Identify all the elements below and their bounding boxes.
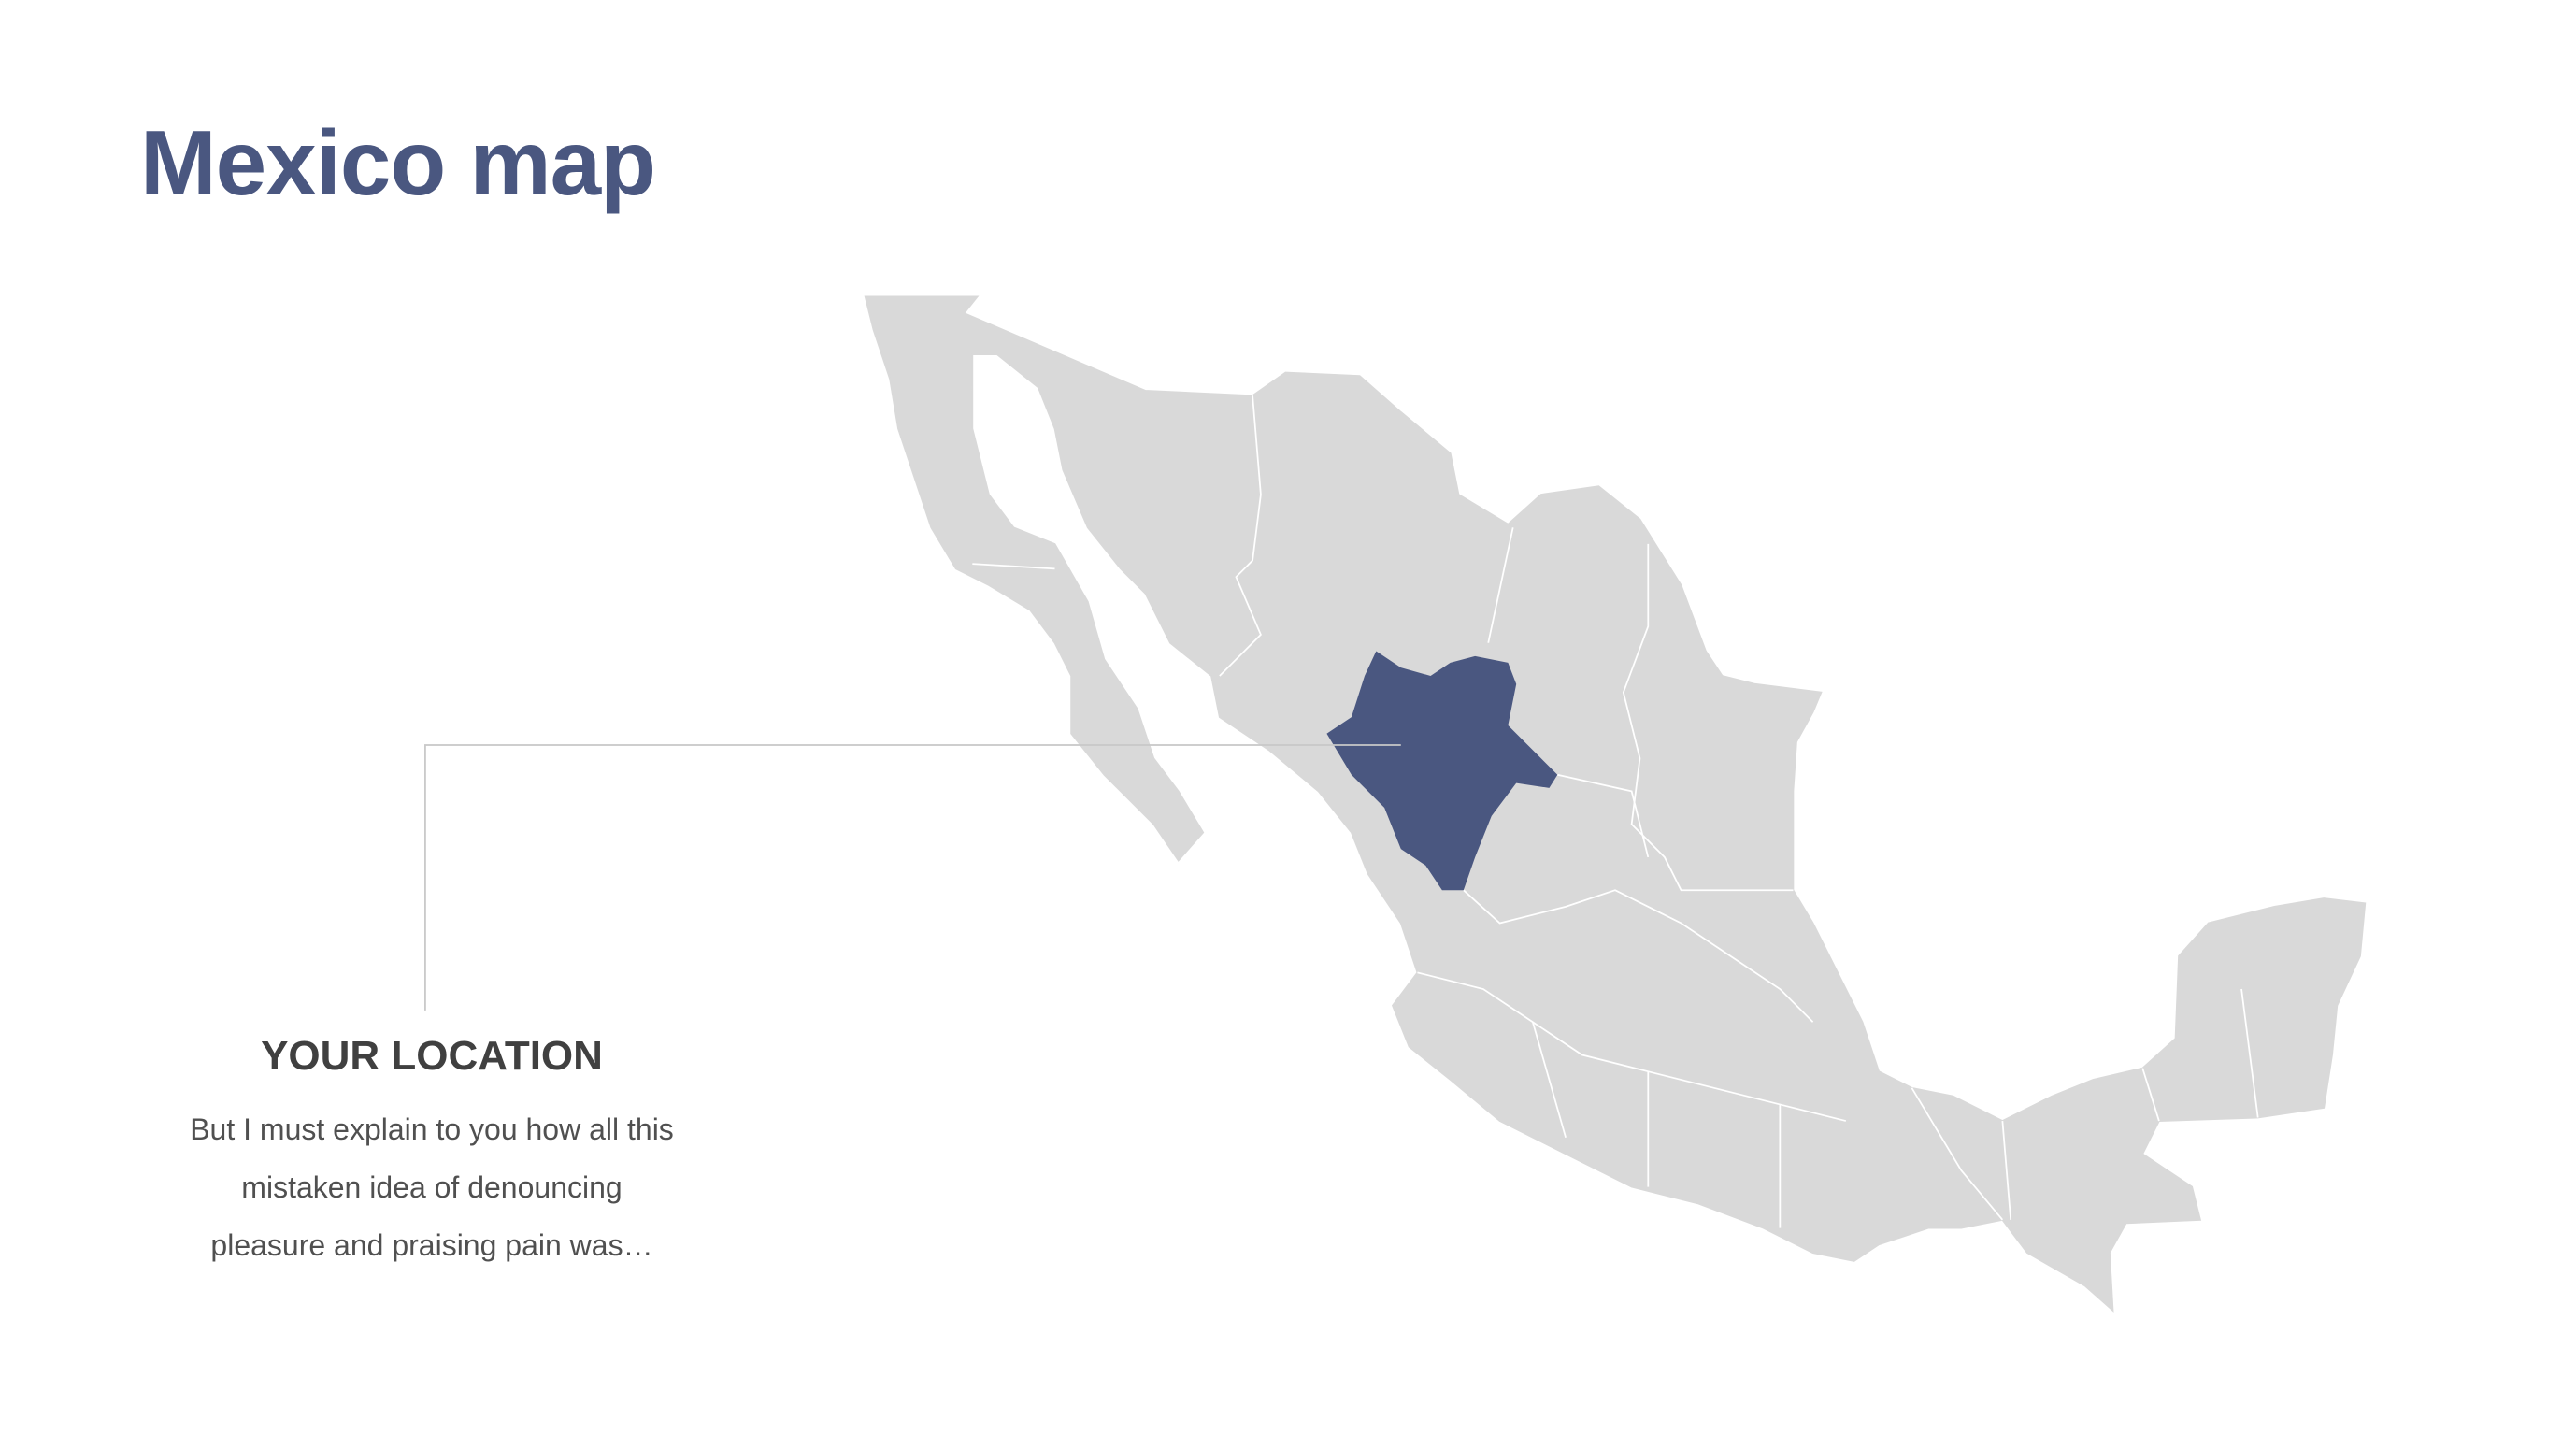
- callout-line: mistaken idea of denouncing: [241, 1170, 623, 1204]
- callout-heading: YOUR LOCATION: [261, 1033, 603, 1079]
- location-callout: YOUR LOCATION But I must explain to you …: [151, 1033, 712, 1274]
- callout-line: But I must explain to you how all this: [190, 1112, 674, 1146]
- page-title: Mexico map: [140, 111, 656, 214]
- callout-line: pleasure and praising pain was…: [210, 1228, 653, 1262]
- callout-text: But I must explain to you how all this m…: [151, 1100, 712, 1274]
- leader-line: [424, 744, 1401, 1011]
- durango-region-highlight[interactable]: [1326, 651, 1558, 891]
- state-borders: [972, 395, 2259, 1228]
- mexico-land: [864, 295, 2367, 1313]
